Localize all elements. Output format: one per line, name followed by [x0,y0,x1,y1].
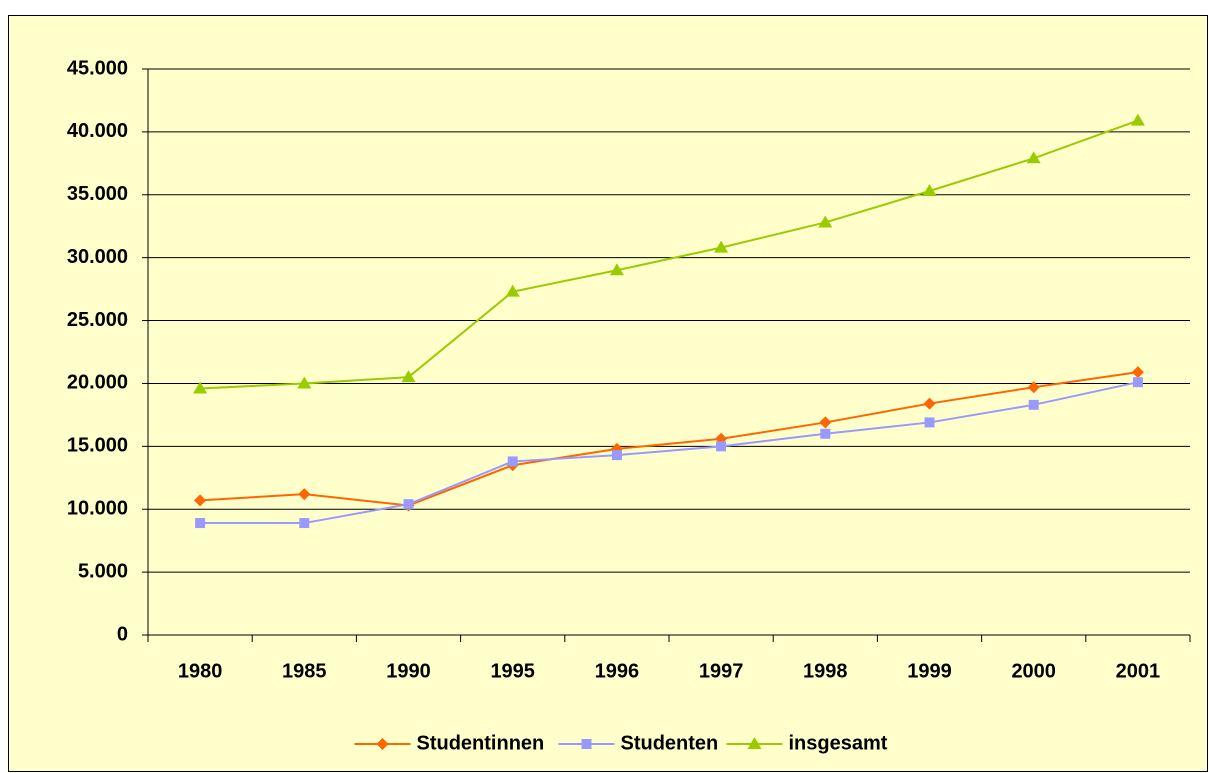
data-point [1028,399,1039,410]
series-line [200,119,1139,390]
data-point [194,494,207,507]
legend-marker [747,737,762,749]
legend-label: Studenten [621,732,719,754]
x-tick-label: 1995 [490,660,535,682]
legend-label: insgesamt [789,732,888,754]
data-point [297,376,312,389]
x-tick-label: 1985 [282,660,327,682]
data-point [1132,377,1143,388]
x-tick-label: 2001 [1116,660,1161,682]
y-tick-label: 35.000 [67,183,128,205]
data-point [714,240,729,253]
data-point [403,499,414,510]
data-point [507,456,518,467]
data-point [818,215,833,228]
legend-label: Studentinnen [417,732,545,754]
data-point [299,518,310,529]
x-tick-label: 1980 [178,660,223,682]
chart-background [8,15,1208,772]
legend-marker [581,739,592,749]
data-point [298,488,311,501]
data-point [1131,366,1144,379]
data-point [1130,113,1145,126]
y-tick-label: 5.000 [78,560,128,582]
x-tick-label: 1990 [386,660,431,682]
x-tick-label: 1999 [907,660,952,682]
y-tick-label: 15.000 [67,435,128,457]
y-tick-label: 45.000 [67,57,128,79]
data-point [611,450,622,461]
series-line [200,371,1139,507]
y-tick-label: 40.000 [67,120,128,142]
series-line [200,381,1139,525]
y-tick-label: 20.000 [67,372,128,394]
data-point [820,428,831,439]
data-point [1026,151,1041,164]
legend-marker [376,738,389,750]
x-tick-label: 1997 [699,660,744,682]
y-tick-label: 30.000 [67,246,128,268]
x-tick-label: 2000 [1011,660,1056,682]
data-point [401,370,416,383]
data-point [819,416,832,429]
x-tick-label: 1996 [595,660,640,682]
y-tick-label: 10.000 [67,498,128,520]
data-point [716,441,727,452]
data-point [1027,381,1040,394]
y-tick-label: 0 [117,623,128,645]
data-point [193,381,208,394]
x-tick-label: 1998 [803,660,848,682]
data-point [195,518,206,529]
data-point [923,397,936,410]
data-point [609,263,624,276]
y-tick-label: 25.000 [67,309,128,331]
data-point [505,284,520,297]
data-point [924,417,935,428]
data-point [922,184,937,197]
